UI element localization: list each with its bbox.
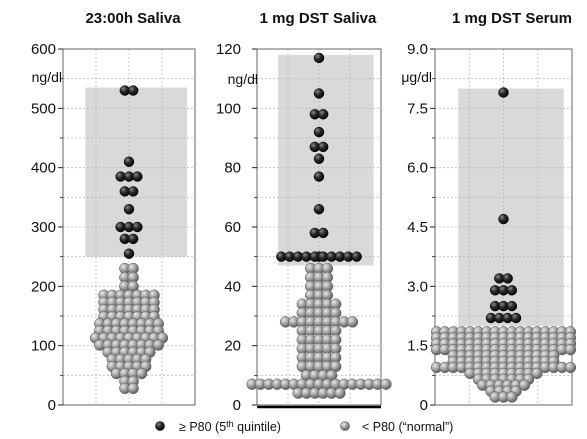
y-tick-label: 60 [224,219,241,236]
data-point-low [506,391,518,403]
data-point-high [123,156,135,167]
legend-low-marker [340,421,350,431]
y-tick-label: 6.0 [407,160,428,177]
panel-title: 1 mg DST Saliva [260,10,377,27]
panel-evening-saliva: 0 100 200 300 400 500 600 23:00h Saliva ng/dl [31,10,196,414]
y-tick-label: 100 [216,100,241,117]
y-tick-label: 600 [31,41,56,58]
data-point-high [313,88,325,99]
data-point-high [498,87,509,98]
data-point-high [506,285,518,296]
y-tick-label: 200 [31,278,56,295]
data-point-low [127,382,139,395]
data-point-low [531,367,543,380]
data-point-low [334,387,346,399]
data-point-high [132,221,143,233]
data-point-high [127,85,139,96]
data-point-high [313,126,325,138]
data-point-high [127,233,139,245]
y-tick-label: 7.5 [407,100,428,117]
y-tick-label: 0 [420,397,428,414]
data-point-high [510,312,522,324]
y-unit-label: ng/dl [228,71,258,87]
legend-low-label: < P80 (“normal”) [362,420,453,434]
data-point-low [518,379,531,391]
y-tick-label: 20 [224,338,241,355]
y-tick-label: 0 [233,397,241,414]
y-tick-label: 300 [31,219,56,236]
data-point-low [346,316,359,328]
data-point-low [135,367,148,380]
y-tick-label: 80 [224,160,241,177]
data-point-high [123,248,135,259]
y-tick-label: 3.0 [407,278,428,295]
data-point-high [313,52,325,64]
data-point-high [313,203,325,215]
y-tick-label: 100 [31,338,56,355]
data-point-high [506,300,518,312]
data-point-high [123,203,135,215]
panel-title: 1 mg DST Serum [452,10,572,27]
data-point-low [380,378,392,390]
panel-dst-serum: 0 1.5 3.0 4.5 6.0 7.5 9.0 1 mg DST Serum μg/dl [401,10,577,414]
data-point-high [317,227,329,239]
y-tick-label: 120 [216,41,241,58]
data-point-low [152,339,164,351]
data-point-high [317,109,329,120]
y-unit-label: ng/dl [32,69,62,85]
data-point-high [313,171,325,182]
y-tick-label: 1.5 [407,338,428,355]
legend-high-label: ≥ P80 (5th quintile) [179,419,281,434]
y-tick-label: 400 [31,160,56,177]
y-tick-label: 9.0 [407,41,428,58]
data-point-high [502,273,513,284]
legend: ≥ P80 (5th quintile) < P80 (“normal”) [155,419,453,434]
data-point-low [564,343,577,356]
y-tick-label: 0 [48,397,56,414]
y-tick-label: 4.5 [407,219,428,236]
legend-high-marker [155,421,165,431]
data-point-high [127,186,139,197]
data-point-low [564,361,577,374]
data-point-high [317,141,329,153]
panel-title: 23:00h Saliva [85,10,181,27]
y-unit-label: μg/dl [401,69,432,85]
data-point-high [132,171,143,182]
y-tick-label: 500 [31,100,56,117]
y-tick-label: 40 [224,278,241,295]
data-point-high [313,153,325,164]
panel-dst-saliva: 0 20 40 60 80 100 120 1 mg DST Saliva ng/dl [216,10,392,414]
data-point-high [351,251,362,262]
data-point-high [498,213,509,225]
